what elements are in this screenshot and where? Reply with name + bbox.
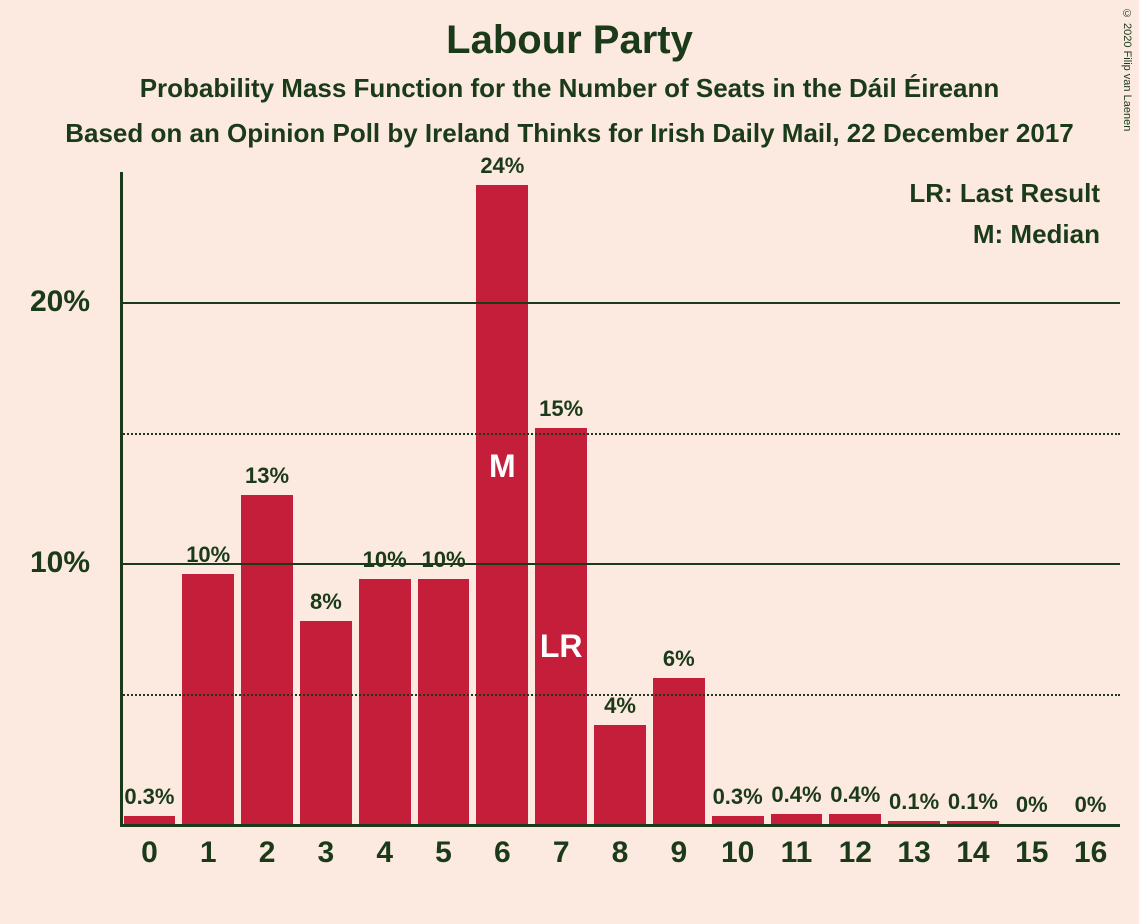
bar	[653, 678, 705, 824]
x-tick-label: 2	[259, 836, 276, 870]
bar-slot: 0.3%10	[708, 172, 767, 824]
gridline-minor	[120, 433, 1120, 435]
bar-slot: 24%6M	[473, 172, 532, 824]
x-tick-label: 1	[200, 836, 217, 870]
x-tick-label: 0	[141, 836, 158, 870]
x-tick-label: 15	[1015, 836, 1048, 870]
gridline-minor	[120, 694, 1120, 696]
bar-value-label: 10%	[363, 547, 407, 573]
bar-slot: 6%9	[649, 172, 708, 824]
bar-marker: LR	[540, 628, 583, 665]
bar	[888, 821, 940, 824]
bar-value-label: 15%	[539, 396, 583, 422]
x-tick-label: 12	[839, 836, 872, 870]
bar-value-label: 0.3%	[124, 784, 174, 810]
copyright-text: © 2020 Filip van Laenen	[1121, 8, 1133, 131]
bar	[594, 725, 646, 824]
x-tick-label: 6	[494, 836, 511, 870]
x-tick-label: 13	[897, 836, 930, 870]
bar-marker: M	[489, 448, 516, 485]
bar-value-label: 0.4%	[771, 782, 821, 808]
bar-value-label: 24%	[480, 153, 524, 179]
bar-value-label: 13%	[245, 463, 289, 489]
y-tick-label: 20%	[0, 285, 90, 319]
x-tick-label: 3	[318, 836, 335, 870]
bar-value-label: 0.1%	[889, 789, 939, 815]
bar-slot: 0%16	[1061, 172, 1120, 824]
bar	[476, 185, 528, 824]
bar-value-label: 0.4%	[830, 782, 880, 808]
bar-slot: 0.4%12	[826, 172, 885, 824]
bar	[418, 579, 470, 824]
bar	[712, 816, 764, 824]
bar-slot: 10%5	[414, 172, 473, 824]
x-tick-label: 4	[376, 836, 393, 870]
bar-slot: 0.3%0	[120, 172, 179, 824]
bar-value-label: 6%	[663, 646, 695, 672]
bar-value-label: 0.1%	[948, 789, 998, 815]
x-tick-label: 10	[721, 836, 754, 870]
x-tick-label: 7	[553, 836, 570, 870]
bar	[241, 495, 293, 824]
gridline-major	[120, 302, 1120, 304]
bar-slot: 4%8	[591, 172, 650, 824]
bar	[829, 814, 881, 824]
chart-plot-area: LR: Last Result M: Median 0.3%010%113%28…	[120, 172, 1120, 827]
x-tick-label: 9	[670, 836, 687, 870]
bar	[947, 821, 999, 824]
bar-slot: 10%1	[179, 172, 238, 824]
bar	[771, 814, 823, 824]
bar-value-label: 0%	[1075, 792, 1107, 818]
bar-slot: 8%3	[296, 172, 355, 824]
bar	[300, 621, 352, 824]
bar-slot: 0.4%11	[767, 172, 826, 824]
x-tick-label: 11	[781, 836, 813, 870]
bar-slot: 0.1%13	[885, 172, 944, 824]
y-tick-label: 10%	[0, 546, 90, 580]
bar-slot: 13%2	[238, 172, 297, 824]
bar-slot: 0.1%14	[944, 172, 1003, 824]
bar	[182, 574, 234, 824]
x-tick-label: 8	[612, 836, 629, 870]
bar	[359, 579, 411, 824]
x-tick-label: 14	[956, 836, 989, 870]
chart-title: Labour Party	[0, 0, 1139, 63]
chart-subtitle-1: Probability Mass Function for the Number…	[0, 73, 1139, 104]
gridline-major	[120, 563, 1120, 565]
bar-value-label: 10%	[421, 547, 465, 573]
x-tick-label: 16	[1074, 836, 1107, 870]
bar-value-label: 0.3%	[713, 784, 763, 810]
x-tick-label: 5	[435, 836, 452, 870]
x-axis	[120, 824, 1120, 827]
bars-container: 0.3%010%113%28%310%410%524%6M15%7LR4%86%…	[120, 172, 1120, 824]
bar-slot: 10%4	[355, 172, 414, 824]
bar-slot: 15%7LR	[532, 172, 591, 824]
bar-value-label: 8%	[310, 589, 342, 615]
chart-subtitle-2: Based on an Opinion Poll by Ireland Thin…	[0, 118, 1139, 149]
bar	[535, 428, 587, 824]
bar-slot: 0%15	[1002, 172, 1061, 824]
bar-value-label: 0%	[1016, 792, 1048, 818]
bar-value-label: 4%	[604, 693, 636, 719]
bar	[124, 816, 176, 824]
